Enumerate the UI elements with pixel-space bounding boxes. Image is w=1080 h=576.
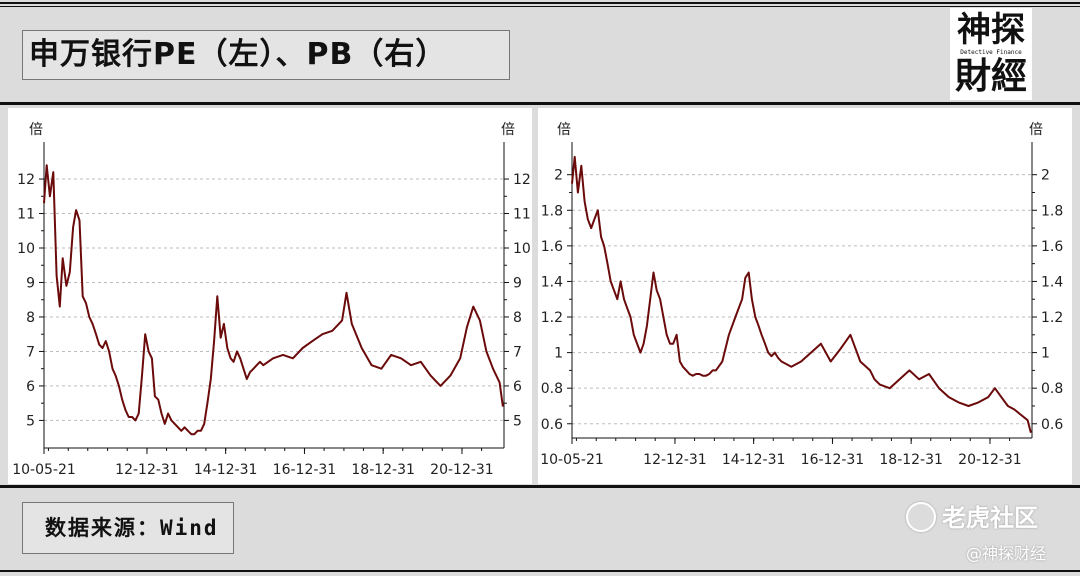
account-watermark: @神探财经 xyxy=(966,544,1047,563)
header-divider xyxy=(0,102,1080,105)
logo-subtitle: Detective Finance xyxy=(960,49,1022,56)
y-tick-label-right: 10 xyxy=(513,241,531,257)
logo-line-2: 財經 xyxy=(954,56,1027,97)
y-tick-label-left: 7 xyxy=(26,344,35,360)
y-tick-label-right: 1.2 xyxy=(1041,310,1063,326)
y-unit-left: 倍 xyxy=(557,122,571,138)
data-source: 数据来源：Wind xyxy=(22,502,234,554)
y-tick-label-right: 1.6 xyxy=(1041,239,1063,255)
y-tick-label-right: 0.8 xyxy=(1041,381,1063,397)
y-tick-label-right: 0.6 xyxy=(1041,417,1063,433)
page-title: 申万银行PE（左）、PB（右） xyxy=(22,30,510,80)
y-tick-label-right: 6 xyxy=(513,379,522,395)
y-tick-label-left: 1.4 xyxy=(541,274,563,290)
logo-line-1: 神探 xyxy=(957,10,1025,50)
y-tick-label-left: 1.2 xyxy=(541,310,563,326)
y-tick-label-left: 10 xyxy=(17,241,35,257)
x-tick-label: 14-12-31 xyxy=(194,462,258,478)
y-tick-label-left: 2 xyxy=(554,168,563,184)
series-line xyxy=(571,155,1032,433)
pe-chart-panel: 5 5 6 6 7 7 8 8 9 9 10 10 11 11 12 12 10-05-21 12-12-31 14… xyxy=(8,108,532,484)
x-tick-label: 16-12-31 xyxy=(801,452,865,468)
y-tick-label-left: 1.6 xyxy=(541,239,563,255)
y-tick-label-left: 6 xyxy=(26,379,35,395)
y-tick-label-right: 1 xyxy=(1041,346,1050,362)
y-tick-label-right: 8 xyxy=(513,310,522,326)
y-tick-label-left: 11 xyxy=(17,207,35,223)
tiger-logo-icon xyxy=(906,502,936,532)
y-tick-label-left: 12 xyxy=(17,172,35,188)
platform-watermark: 老虎社区 xyxy=(906,498,1038,534)
brand-logo: 神探 Detective Finance 財經 xyxy=(950,8,1032,100)
x-tick-label: 18-12-31 xyxy=(351,462,415,478)
y-tick-label-left: 1 xyxy=(554,346,563,362)
top-rule xyxy=(0,2,1080,4)
y-tick-label-right: 1.8 xyxy=(1041,203,1063,219)
bottom-rule xyxy=(0,570,1080,572)
y-tick-label-left: 8 xyxy=(26,310,35,326)
y-tick-label-right: 7 xyxy=(513,344,522,360)
x-tick-label: 12-12-31 xyxy=(643,452,707,468)
x-tick-label: 16-12-31 xyxy=(273,462,337,478)
x-tick-label: 10-05-21 xyxy=(540,452,604,468)
x-tick-label: 10-05-21 xyxy=(12,462,76,478)
y-tick-label-right: 11 xyxy=(513,207,531,223)
y-tick-label-left: 9 xyxy=(26,275,35,291)
y-tick-label-left: 0.8 xyxy=(541,381,563,397)
y-tick-label-right: 5 xyxy=(513,413,522,429)
y-tick-label-right: 9 xyxy=(513,275,522,291)
y-unit-left: 倍 xyxy=(29,122,43,138)
pb-chart: 0.6 0.6 0.8 0.8 1 1 1.2 1.2 1.4 1.4 1.6 1.6 1.8 1.8 2 2… xyxy=(540,122,1063,468)
y-unit-right: 倍 xyxy=(1029,122,1043,138)
pe-chart: 5 5 6 6 7 7 8 8 9 9 10 10 11 11 12 12 10-05-21 12-12-31 14… xyxy=(12,122,531,478)
y-tick-label-right: 12 xyxy=(513,172,531,188)
y-tick-label-right: 2 xyxy=(1041,168,1050,184)
x-tick-label: 14-12-31 xyxy=(722,452,786,468)
x-tick-label: 18-12-31 xyxy=(879,452,943,468)
pb-chart-panel: 0.6 0.6 0.8 0.8 1 1 1.2 1.2 1.4 1.4 1.6 1.6 1.8 1.8 2 2… xyxy=(538,108,1072,484)
x-tick-label: 20-12-31 xyxy=(430,462,494,478)
footer-divider xyxy=(0,485,1080,488)
top-rule-thin xyxy=(0,6,1080,7)
x-tick-label: 20-12-31 xyxy=(958,452,1022,468)
y-tick-label-left: 0.6 xyxy=(541,417,563,433)
series-line xyxy=(43,164,504,436)
x-tick-label: 12-12-31 xyxy=(115,462,179,478)
y-tick-label-right: 1.4 xyxy=(1041,274,1063,290)
y-tick-label-left: 1.8 xyxy=(541,203,563,219)
platform-name: 老虎社区 xyxy=(942,504,1038,532)
y-tick-label-left: 5 xyxy=(26,413,35,429)
y-unit-right: 倍 xyxy=(501,122,515,138)
